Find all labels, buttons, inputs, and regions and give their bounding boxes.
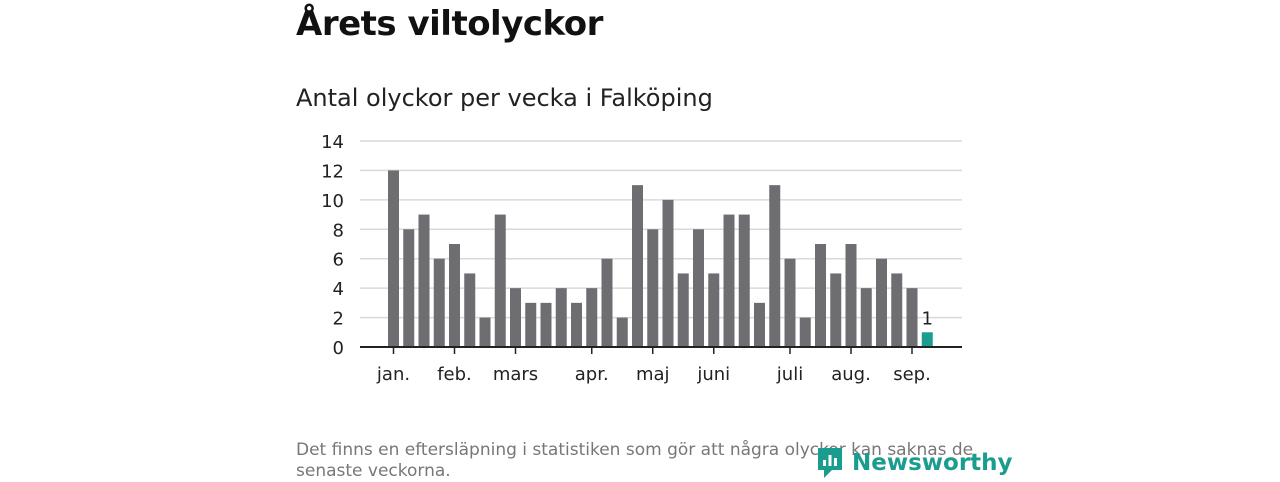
- chart-title: Årets viltolyckor: [296, 4, 603, 44]
- newsworthy-logo-icon: [818, 448, 842, 478]
- bar: [845, 244, 857, 347]
- bars: 1: [388, 170, 933, 347]
- bar: [525, 302, 537, 347]
- x-tick-label: aug.: [831, 364, 871, 385]
- bar: [479, 317, 491, 347]
- bar: [662, 199, 674, 347]
- y-tick-label: 10: [321, 191, 344, 212]
- bar: [418, 214, 430, 347]
- bar: [510, 288, 521, 347]
- bar-highlight: [921, 332, 933, 347]
- bar: [555, 288, 567, 347]
- x-tick-label: sep.: [893, 364, 931, 385]
- bar: [494, 214, 506, 347]
- bar: [815, 244, 826, 347]
- y-tick-label: 12: [321, 161, 344, 182]
- y-tick-label: 0: [333, 338, 344, 359]
- newsworthy-logo: Newsworthy: [816, 446, 1013, 480]
- x-tick-label: juni: [696, 364, 730, 385]
- bar: [388, 170, 399, 347]
- bar: [601, 258, 613, 347]
- y-tick-label: 14: [321, 132, 344, 153]
- bar: [693, 229, 704, 347]
- bar: [403, 229, 415, 347]
- bar: [799, 317, 811, 347]
- bar: [891, 273, 903, 347]
- x-axis-ticks: jan. feb. mars apr. maj juni juli aug. sep.: [376, 347, 931, 385]
- bar: [464, 273, 476, 347]
- bar: [540, 302, 552, 347]
- bar: [723, 214, 735, 347]
- footnote: Det finns en eftersläpning i statistiken…: [296, 440, 974, 481]
- bar: [708, 273, 720, 347]
- bar: [647, 229, 659, 347]
- bar: [784, 258, 796, 347]
- bar: [906, 288, 918, 347]
- bar: [830, 273, 842, 347]
- x-tick-label: juli: [776, 364, 803, 385]
- y-tick-label: 8: [333, 220, 344, 241]
- bar-chart: 0 2 4 6 8 10 12 14 1 jan. feb. mars apr. maj juni jul…: [321, 132, 962, 385]
- bar: [632, 185, 643, 347]
- x-tick-label: apr.: [575, 364, 609, 385]
- bar: [433, 258, 445, 347]
- newsworthy-logo-text: Newsworthy: [852, 450, 1013, 476]
- y-axis-ticks: 0 2 4 6 8 10 12 14: [321, 132, 344, 359]
- bar: [677, 273, 689, 347]
- x-tick-label: jan.: [376, 364, 410, 385]
- bar: [616, 317, 628, 347]
- highlight-value-label: 1: [922, 308, 933, 329]
- bar: [769, 185, 781, 347]
- x-tick-label: mars: [493, 364, 538, 385]
- bar: [586, 288, 598, 347]
- bar: [754, 302, 765, 347]
- grid-lines: [360, 140, 962, 319]
- y-tick-label: 6: [333, 250, 344, 271]
- bar: [860, 288, 872, 347]
- bar: [876, 258, 887, 347]
- bar: [571, 302, 582, 347]
- bar: [738, 214, 750, 347]
- x-tick-label: maj: [636, 364, 670, 385]
- y-tick-label: 2: [333, 309, 344, 330]
- chart-subtitle: Antal olyckor per vecka i Falköping: [296, 84, 713, 112]
- y-tick-label: 4: [333, 279, 344, 300]
- bar: [449, 244, 460, 347]
- x-tick-label: feb.: [437, 364, 472, 385]
